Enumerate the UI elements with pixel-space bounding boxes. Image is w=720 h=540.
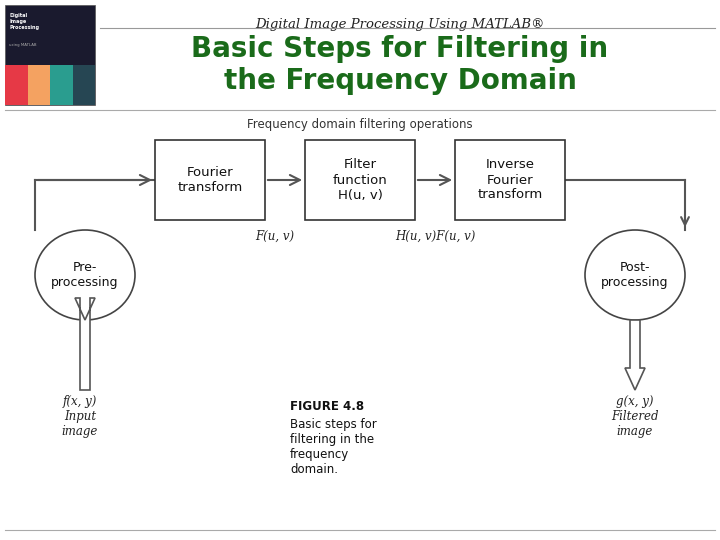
Ellipse shape <box>585 230 685 320</box>
Text: using MATLAB: using MATLAB <box>9 43 37 47</box>
Polygon shape <box>625 320 645 390</box>
Text: Pre-
processing: Pre- processing <box>51 261 119 289</box>
Text: Inverse
Fourier
transform: Inverse Fourier transform <box>477 159 543 201</box>
Text: Post-
processing: Post- processing <box>601 261 669 289</box>
Bar <box>73 65 95 105</box>
Bar <box>50 65 73 105</box>
Ellipse shape <box>35 230 135 320</box>
Text: Digital Image Processing Using MATLAB®: Digital Image Processing Using MATLAB® <box>256 18 545 31</box>
Polygon shape <box>75 298 95 390</box>
Bar <box>5 5 95 105</box>
Bar <box>27 65 50 105</box>
Text: Frequency domain filtering operations: Frequency domain filtering operations <box>247 118 473 131</box>
Text: Fourier
transform: Fourier transform <box>177 166 243 194</box>
Text: FIGURE 4.8: FIGURE 4.8 <box>290 400 364 413</box>
Text: F(u, v): F(u, v) <box>256 230 294 243</box>
Text: Digital
Image
Processing: Digital Image Processing <box>9 13 39 30</box>
Text: Basic steps for
filtering in the
frequency
domain.: Basic steps for filtering in the frequen… <box>290 418 377 476</box>
Bar <box>305 140 415 220</box>
Text: Basic Steps for Filtering in
the Frequency Domain: Basic Steps for Filtering in the Frequen… <box>192 35 608 96</box>
Text: g(x, y)
Filtered
image: g(x, y) Filtered image <box>611 395 659 438</box>
Bar <box>455 140 565 220</box>
Text: f(x, y)
Input
image: f(x, y) Input image <box>62 395 98 438</box>
Bar <box>155 140 265 220</box>
Text: Filter
function
H(u, v): Filter function H(u, v) <box>333 159 387 201</box>
Text: H(u, v)F(u, v): H(u, v)F(u, v) <box>395 230 475 243</box>
Bar <box>5 65 27 105</box>
